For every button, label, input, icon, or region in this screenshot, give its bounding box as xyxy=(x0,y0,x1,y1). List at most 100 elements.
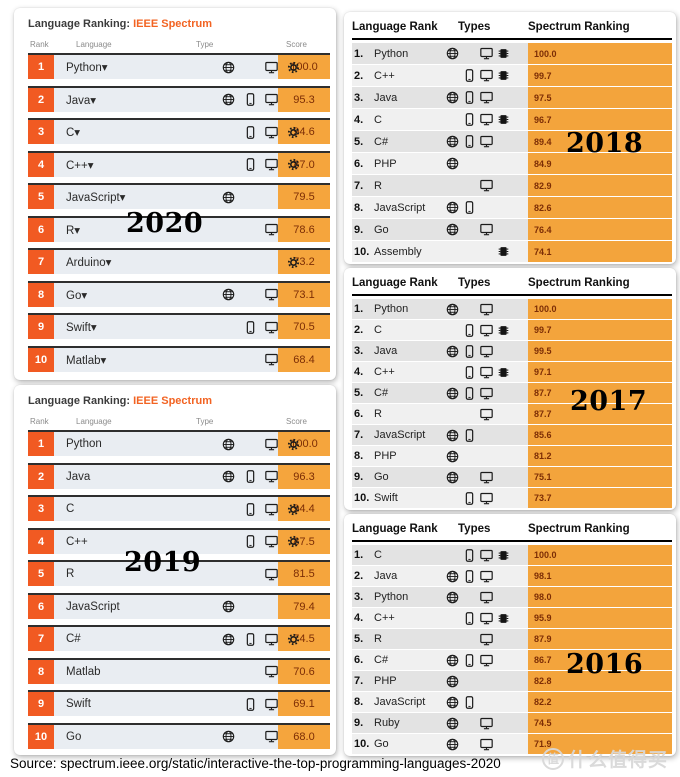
rank-number: 2. xyxy=(354,69,364,82)
language-dropdown[interactable]: Go▾ xyxy=(66,289,88,302)
rank-number: 7. xyxy=(354,429,364,441)
type-icons xyxy=(218,218,304,242)
table-row: 1. Python 100.0 xyxy=(352,43,672,64)
score-cell: 70.6 xyxy=(278,659,330,684)
chip-icon xyxy=(497,366,510,379)
type-slot xyxy=(218,730,240,743)
score-value: 98.1 xyxy=(534,571,552,581)
language-dropdown[interactable]: R▾ xyxy=(66,224,81,237)
table-row: 4 C++▾ 87.0 xyxy=(28,150,330,177)
language-dropdown[interactable]: Swift▾ xyxy=(66,322,97,334)
type-slot xyxy=(478,492,495,505)
table-title: Language Ranking: IEEE Spectrum xyxy=(28,395,330,408)
language-dropdown[interactable]: JavaScript▾ xyxy=(66,192,126,204)
monitor-icon xyxy=(480,179,493,192)
language-dropdown[interactable]: C▾ xyxy=(66,127,81,139)
mobile-icon xyxy=(463,366,476,379)
score-bar: 97.1 xyxy=(528,362,672,382)
type-slot xyxy=(261,61,283,74)
language-dropdown[interactable]: Arduino▾ xyxy=(66,257,112,269)
rank-badge: 3 xyxy=(28,497,54,521)
type-slot xyxy=(240,126,262,139)
monitor-icon xyxy=(480,570,493,583)
language-name: Swift xyxy=(66,698,91,710)
type-slot xyxy=(461,654,478,667)
type-slot xyxy=(461,324,478,337)
globe-icon xyxy=(222,730,235,743)
type-slot xyxy=(218,438,240,451)
score-bar: 99.5 xyxy=(528,341,672,361)
table-row: 4. C 96.7 xyxy=(352,109,672,130)
language-dropdown[interactable]: Matlab▾ xyxy=(66,354,107,367)
type-icons xyxy=(444,446,512,466)
rank-number: 6. xyxy=(354,408,364,420)
table-row: 1. Python 100.0 xyxy=(352,299,672,319)
chip-icon xyxy=(497,245,510,258)
monitor-icon xyxy=(265,730,278,743)
language-name: C++ xyxy=(374,612,395,624)
table-row: 8. JavaScript 82.6 xyxy=(352,197,672,218)
language-dropdown[interactable]: Java▾ xyxy=(66,94,97,107)
score-cell: 79.4 xyxy=(278,594,330,619)
source-line: Source: spectrum.ieee.org/static/interac… xyxy=(10,756,501,771)
score-bar: 76.4 xyxy=(528,219,672,240)
table-row: 9 Swift▾ 70.5 xyxy=(28,313,330,339)
type-slot xyxy=(478,591,495,604)
type-slot xyxy=(444,345,461,358)
type-slot xyxy=(283,535,305,548)
language-dropdown[interactable]: Python▾ xyxy=(66,62,108,74)
table-row: 7 C# 74.5 xyxy=(28,625,330,651)
globe-icon xyxy=(446,450,459,463)
rank-number: 10. xyxy=(354,492,370,504)
language-name: C++ xyxy=(66,535,88,548)
column-header-language-rank: Language Rank xyxy=(352,21,438,33)
row-body: C▾ xyxy=(54,120,278,144)
rank-badge: 1 xyxy=(28,432,54,456)
type-icons xyxy=(444,671,512,691)
rank-number: 10. xyxy=(354,738,370,750)
type-icons xyxy=(444,425,512,445)
language-name: C# xyxy=(374,654,389,666)
type-icons xyxy=(444,404,512,424)
type-slot xyxy=(444,429,461,442)
mobile-icon xyxy=(463,549,476,562)
type-icons xyxy=(444,131,512,152)
type-icons xyxy=(444,65,512,86)
type-slot xyxy=(261,503,283,516)
type-icons xyxy=(444,650,512,670)
score-bar: 87.9 xyxy=(528,629,672,649)
row-body: Arduino▾ xyxy=(54,250,278,274)
type-slot xyxy=(218,61,240,74)
monitor-icon xyxy=(265,158,278,171)
score-value: 81.2 xyxy=(534,451,552,461)
language-name: Ruby xyxy=(374,717,400,729)
score-cell: 94.6 xyxy=(278,120,330,144)
type-slot xyxy=(461,113,478,126)
globe-icon xyxy=(446,91,459,104)
mobile-icon xyxy=(463,654,476,667)
language-dropdown[interactable]: C++▾ xyxy=(66,159,94,172)
monitor-icon xyxy=(265,126,278,139)
globe-icon xyxy=(446,429,459,442)
mobile-icon xyxy=(244,126,257,139)
score-cell: 100.0 xyxy=(278,55,330,79)
column-header-language: Language xyxy=(76,40,112,49)
type-slot xyxy=(218,191,240,204)
rank-number: 2. xyxy=(354,324,364,336)
type-icons xyxy=(444,608,512,628)
monitor-icon xyxy=(480,654,493,667)
table-row: 5. C# 87.7 xyxy=(352,383,672,403)
row-body: C xyxy=(54,497,278,521)
type-slot xyxy=(461,492,478,505)
monitor-icon xyxy=(480,69,493,82)
score-cell: 96.3 xyxy=(278,464,330,489)
monitor-icon xyxy=(265,568,278,581)
globe-icon xyxy=(222,61,235,74)
type-icons xyxy=(218,315,304,339)
column-header-language: Language xyxy=(76,417,112,426)
row-body: Go xyxy=(54,724,278,749)
monitor-icon xyxy=(480,303,493,316)
column-header-rank: Rank xyxy=(30,417,49,426)
language-name: R xyxy=(66,568,75,580)
score-cell: 74.5 xyxy=(278,627,330,651)
